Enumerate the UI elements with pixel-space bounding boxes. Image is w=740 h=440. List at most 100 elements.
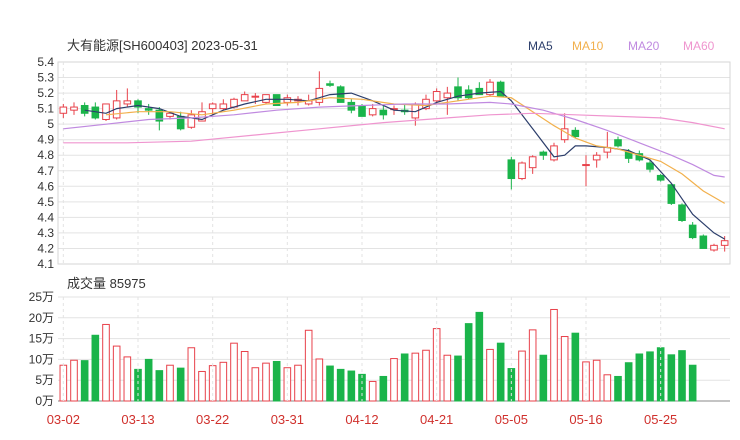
volume-bar [304,329,313,402]
chart-title: 大有能源[SH600403] 2023-05-31 [67,38,258,53]
volume-bar [336,368,345,402]
candle-body [112,100,121,119]
volume-bar [560,336,569,402]
price-tick-label: 5.2 [37,86,54,100]
candle [294,96,302,106]
candle [326,80,334,87]
candle-body [166,112,174,117]
volume-bar [496,342,505,402]
volume-bar [230,342,238,402]
candlestick-series [59,71,729,252]
candle-body [443,92,452,99]
ma10-line [105,95,726,204]
candle-body [475,87,484,96]
candle-body [368,108,377,116]
candle [80,102,89,117]
date-tick-label: 04-21 [420,412,453,427]
volume-bar [400,353,409,402]
volume-bar [134,368,142,402]
volume-bar [102,323,110,402]
volume-bar [390,358,398,402]
volume-bar [518,350,526,402]
price-tick-label: 5 [47,117,54,131]
candle [603,131,612,159]
volume-bar [592,359,601,402]
candle-body [518,162,526,180]
volume-bar [443,354,452,402]
volume-bar [464,323,473,402]
price-tick-label: 4.4 [37,210,54,224]
candle [219,99,228,111]
ma20-line [63,101,725,178]
candle [496,80,505,97]
volume-bar [240,350,249,402]
candle-body [283,97,292,103]
price-tick-label: 4.9 [37,133,54,147]
volume-bar [112,345,121,402]
volume-bar [667,354,676,402]
candle [688,222,697,240]
candle-body [80,105,89,114]
candle [123,88,132,108]
candle-body [262,94,270,103]
date-tick-label: 03-22 [196,412,229,427]
candle-body [688,224,697,239]
candle [379,105,388,120]
candle-body [59,106,68,114]
price-tick-label: 5.1 [37,102,54,116]
candle-body [710,244,718,251]
volume-bar [70,359,78,402]
candle [400,103,409,115]
candle [550,142,558,162]
volume-tick-label: 0万 [35,394,54,408]
volume-bar [262,362,270,402]
candle-body [539,151,548,156]
price-tick-label: 4.7 [37,164,54,178]
volume-bar [219,361,228,402]
volume-bar [411,352,420,402]
candle-body [571,129,580,138]
candle [582,155,590,187]
candle-body [155,109,164,122]
candle [144,103,153,115]
candle-body [219,103,228,110]
candle [656,173,665,182]
volume-bar [422,349,430,402]
candle [454,77,462,101]
candle-body [496,81,505,97]
candle-body [272,94,281,107]
candle-body [187,114,196,128]
candle-body [336,86,345,103]
candle-body [123,100,132,105]
candle [486,79,494,97]
candle-body [699,235,708,249]
date-tick-label: 03-31 [271,412,304,427]
volume-bar [155,370,164,402]
volume-bar [571,332,580,402]
price-tick-label: 5.4 [37,55,54,69]
volume-tick-label: 10万 [29,352,54,366]
candle-body [432,91,441,102]
candle-body [251,95,260,98]
volume-bar [123,356,132,402]
candle [592,152,601,168]
price-frame [57,61,731,265]
legend-ma20: MA20 [628,39,660,53]
volume-bar [486,348,494,402]
ma60-line [63,112,725,144]
candle [283,94,292,106]
price-tick-label: 4.8 [37,148,54,162]
price-tick-label: 4.2 [37,241,54,255]
candle [443,86,452,115]
volume-bar [91,334,100,402]
ma-legend: MA5 MA10 MA20 MA60 [528,39,715,53]
volume-bar [646,351,654,402]
volume-bar [272,360,281,402]
candle-body [208,103,217,110]
price-y-axis: 5.4 5.35.2 5.15 4.94.8 4.74.6 4.54.4 4.34.2 4.1 [37,55,54,271]
volume-tick-label: 5万 [35,373,54,387]
candle [315,71,324,106]
volume-bar [326,365,334,402]
candle-body [667,184,676,204]
volume-bar [507,368,516,402]
